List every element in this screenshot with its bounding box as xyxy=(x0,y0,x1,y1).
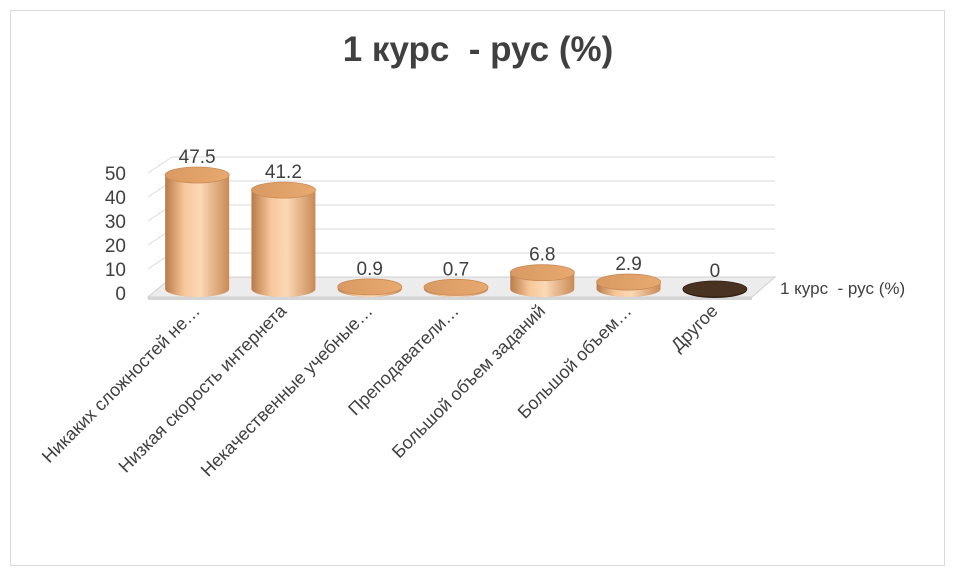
gridlines xyxy=(147,156,775,270)
legend: 1 курс - рус (%) xyxy=(780,279,905,298)
bar-body xyxy=(165,175,230,297)
bar xyxy=(251,181,316,297)
bar-top xyxy=(596,273,661,291)
y-tick-label: 20 xyxy=(105,236,126,257)
data-label: 41.2 xyxy=(265,162,302,183)
bar xyxy=(337,278,403,297)
bar xyxy=(164,166,230,297)
data-label: 6.8 xyxy=(529,245,555,266)
chart-title: 1 курс - рус (%) xyxy=(342,30,614,69)
y-tick-label: 10 xyxy=(105,260,126,281)
x-tick-label: Некачественные учебные… xyxy=(197,301,377,481)
bar xyxy=(509,264,575,297)
data-label: 0 xyxy=(710,261,721,282)
bar-top xyxy=(251,181,316,199)
y-tick-label: 0 xyxy=(115,284,126,305)
data-label: 0.7 xyxy=(443,259,469,280)
bar xyxy=(423,278,489,297)
bar-top xyxy=(509,264,575,282)
bar-top xyxy=(337,278,403,296)
bar-top xyxy=(164,166,230,184)
data-label: 0.9 xyxy=(357,259,383,280)
x-tick-label: Другое xyxy=(667,301,722,356)
x-axis: Никаких сложностей не…Низкая скорость ин… xyxy=(38,300,722,480)
bar xyxy=(596,273,661,297)
bar-top xyxy=(682,280,748,298)
bar-body xyxy=(251,190,316,297)
y-tick-label: 40 xyxy=(105,188,126,209)
data-label: 2.9 xyxy=(615,254,641,275)
bar xyxy=(682,280,748,298)
data-label: 47.5 xyxy=(179,147,216,168)
bars xyxy=(164,166,748,298)
y-tick-label: 50 xyxy=(105,164,126,185)
bar-top xyxy=(423,278,489,296)
floor-edge xyxy=(148,297,752,300)
x-tick-label: Большой объем заданий xyxy=(388,301,549,462)
y-tick-label: 30 xyxy=(105,212,126,233)
x-tick-label: Низкая скорость интернета xyxy=(115,300,291,476)
gridline-wall xyxy=(147,156,173,174)
y-axis: 0 10 20 30 40 50 xyxy=(105,164,126,305)
x-tick-label: Никаких сложностей не… xyxy=(38,301,204,467)
legend-entry: 1 курс - рус (%) xyxy=(780,279,905,298)
data-labels: 47.5 41.2 0.9 0.7 6.8 2.9 0 xyxy=(179,147,720,282)
